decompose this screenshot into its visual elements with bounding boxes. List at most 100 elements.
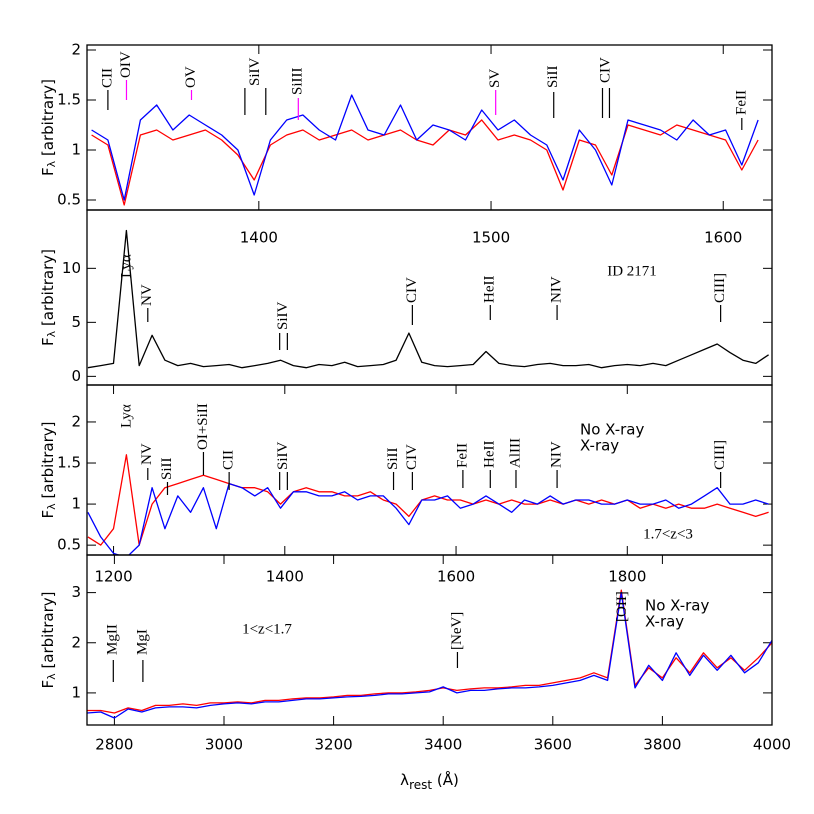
line-label: SV [487, 69, 503, 88]
spectrum [87, 229, 769, 369]
y-label-rest: [arbitrary] [39, 79, 57, 161]
spectrum [87, 454, 769, 546]
legend-entry: X-ray [645, 613, 684, 631]
x-tick-label: 1200 [94, 568, 132, 586]
line-label: OI+SiII [195, 403, 211, 450]
y-tick-label: 10 [62, 259, 81, 277]
line-label: MgI [134, 629, 150, 655]
y-label-main: F [39, 167, 57, 176]
x-tick-label: 3600 [534, 736, 572, 754]
spectrum [87, 591, 772, 719]
y-label-rest: [arbitrary] [39, 592, 57, 674]
x-tick-label: 1600 [437, 568, 475, 586]
x-tick-label: 1400 [240, 229, 278, 247]
line-label: NV [139, 284, 155, 306]
y-label-sub: λ [45, 330, 58, 337]
line-label: SiII [385, 447, 401, 470]
line-label: MgII [105, 624, 121, 655]
y-label-rest: [arbitrary] [39, 249, 57, 331]
legend-entry: No X-ray [645, 597, 709, 615]
y-label-sub: λ [45, 160, 58, 167]
x-tick-label: 1800 [608, 568, 646, 586]
line-label: SiII [159, 457, 175, 480]
line-label: OV [183, 66, 199, 88]
panel-frame [86, 209, 773, 386]
line-label: SiIV [275, 441, 291, 470]
y-tick-label: 1 [71, 141, 81, 159]
line-label: CIV [597, 57, 613, 83]
line-label: FeII [454, 443, 470, 468]
x-label-rest: (Å) [432, 770, 459, 789]
x-tick-label: 3800 [643, 736, 681, 754]
x-tick-label: 2800 [95, 736, 133, 754]
line-label: CIII] [712, 440, 728, 470]
line-label: [NeV] [449, 612, 465, 650]
y-tick-label: 1 [71, 683, 81, 701]
y-tick-label: 3 [71, 583, 81, 601]
x-tick-label: 1500 [472, 229, 510, 247]
line-label: HeII [482, 441, 498, 468]
y-tick-label: 1 [71, 495, 81, 513]
line-label: NIV [549, 441, 565, 468]
y-label-sub: λ [45, 673, 58, 680]
panel-note: ID 2171 [607, 263, 657, 279]
panel-note: 1.7<z<3 [643, 526, 693, 542]
panel-note: 1<z<1.7 [242, 621, 292, 637]
y-tick-label: 5 [71, 313, 81, 331]
y-tick-label: 1.5 [57, 91, 81, 109]
line-label: NIV [549, 276, 565, 303]
y-label-sub: λ [45, 503, 58, 510]
line-label: SiIV [275, 301, 291, 330]
line-label: CII [99, 68, 115, 88]
y-tick-label: 2 [71, 412, 81, 430]
x-tick-label: 1600 [704, 229, 742, 247]
y-tick-label: 0 [71, 367, 81, 385]
line-label: FeII [733, 90, 749, 115]
y-label-rest: [arbitrary] [39, 422, 57, 504]
y-tick-label: 1.5 [57, 454, 81, 472]
x-tick-label: 3400 [424, 736, 462, 754]
line-label: OIV [118, 51, 134, 78]
line-label: CII [221, 450, 237, 470]
x-tick-label: 3200 [315, 736, 353, 754]
line-label: Lyα [119, 404, 135, 428]
y-label-main: F [39, 510, 57, 519]
legend-entry: No X-ray [580, 421, 644, 439]
y-axis-label: Fλ [arbitrary] [39, 422, 59, 519]
y-tick-label: 0.5 [57, 191, 81, 209]
spectrum [87, 482, 769, 555]
spectrum [91, 94, 759, 201]
y-tick-label: 2 [71, 41, 81, 59]
line-label: SiIV [247, 57, 263, 86]
y-label-main: F [39, 337, 57, 346]
line-label: CIV [404, 444, 420, 470]
y-axis-label: Fλ [arbitrary] [39, 249, 59, 346]
line-label: CIV [404, 277, 420, 303]
spectrum [91, 119, 759, 206]
x-axis-label: λrest (Å) [400, 770, 459, 792]
y-axis-label: Fλ [arbitrary] [39, 592, 59, 689]
line-label: HeII [482, 276, 498, 303]
line-label: [OII] [614, 591, 630, 622]
x-label-main: λ [400, 771, 409, 789]
x-tick-label: 1400 [266, 568, 304, 586]
x-tick-label: 3000 [205, 736, 243, 754]
y-tick-label: 0.5 [57, 536, 81, 554]
y-tick-label: 2 [71, 633, 81, 651]
panel-frame [86, 554, 773, 726]
line-label: NV [139, 443, 155, 465]
y-axis-label: Fλ [arbitrary] [39, 79, 59, 176]
line-label: AlIII [507, 438, 523, 468]
line-label: CIII] [712, 273, 728, 303]
x-label-sub: rest [409, 778, 432, 792]
line-label: SiIII [290, 68, 306, 96]
y-label-main: F [39, 680, 57, 689]
panel: 0.5 1 1.5 2 1400 1500 1600 CII OIV OV SiIV SiIII SV S… [39, 41, 773, 247]
line-label: SiII [545, 65, 561, 88]
legend-entry: X-ray [580, 437, 619, 455]
panel: 1 2 3 2800 3000 3200 3400 3600 3800 4000 MgII MgI [N… [39, 554, 791, 792]
x-tick-label: 4000 [753, 736, 791, 754]
